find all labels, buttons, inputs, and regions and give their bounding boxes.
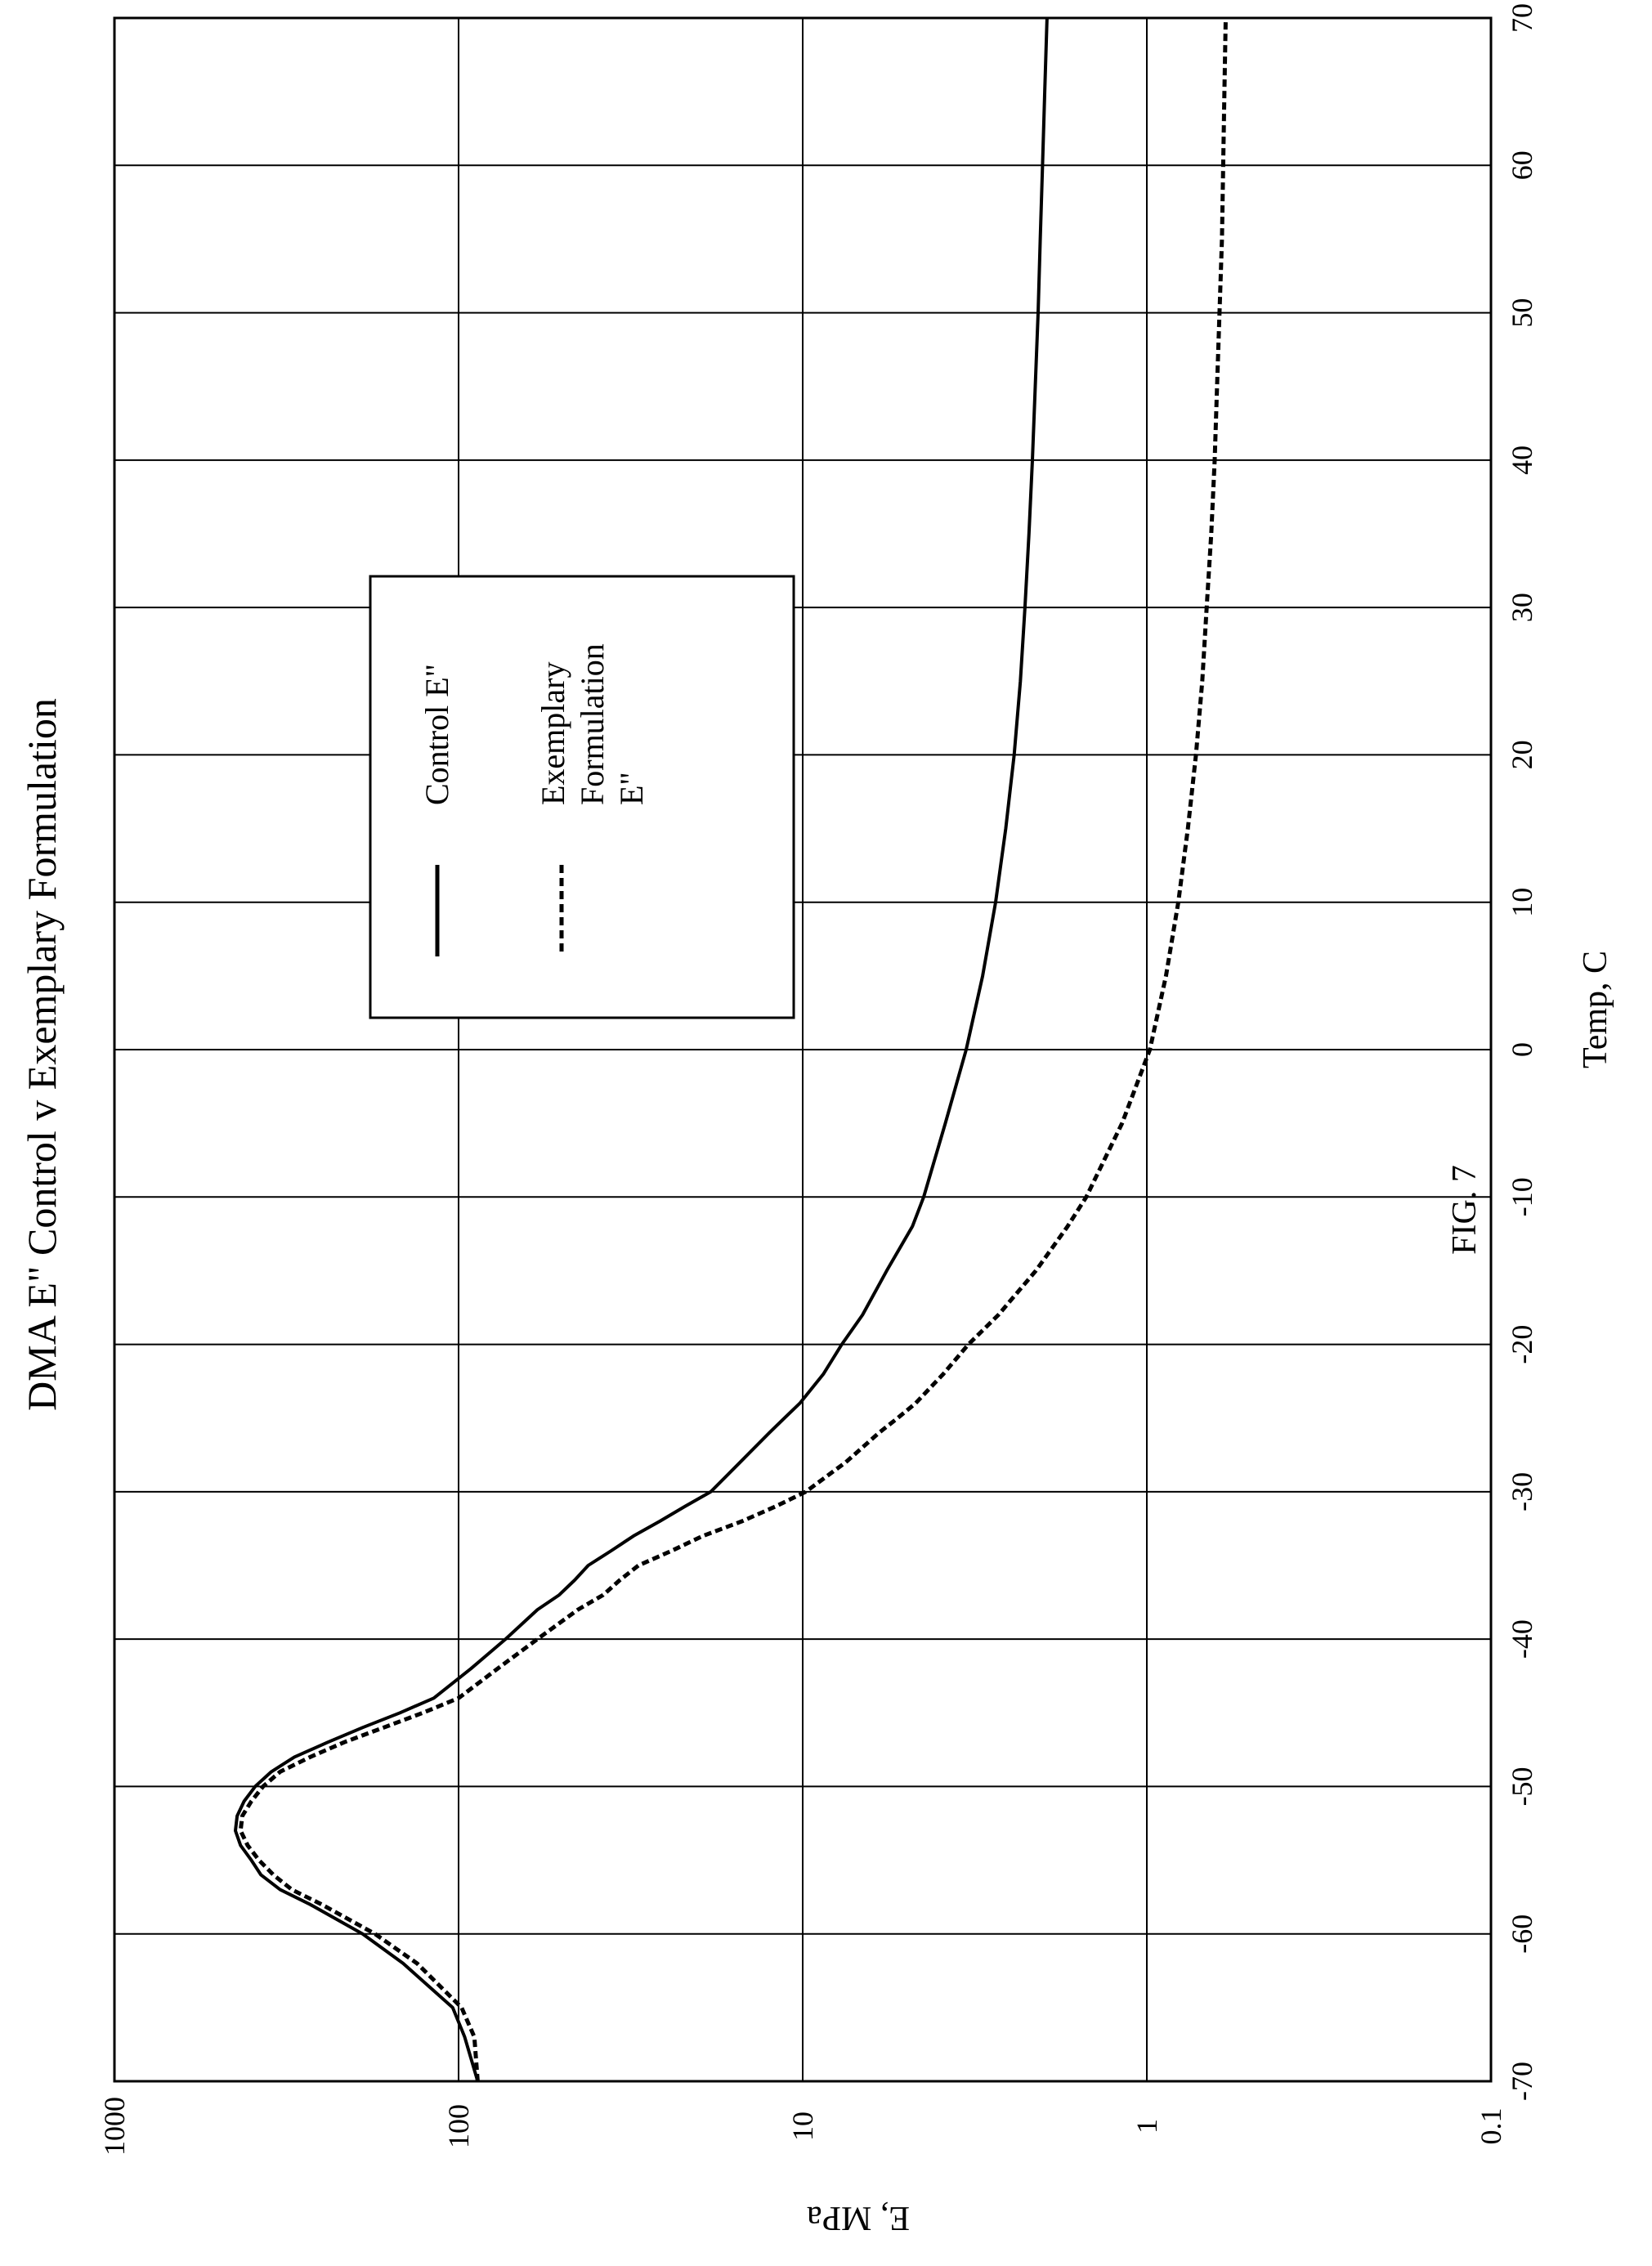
x-tick-label: -70 (1506, 2062, 1538, 2101)
x-tick-label: 30 (1506, 593, 1538, 622)
x-tick-label: -20 (1506, 1325, 1538, 1364)
legend-label-exemplary: Exemplary Formulation E" (535, 635, 650, 805)
figure-label: FIG. 7 (1446, 1165, 1484, 1255)
x-tick-label: -60 (1506, 1914, 1538, 1954)
x-tick-label: 70 (1506, 3, 1538, 33)
tick-labels: -70 -60 -50 -40 -30 -20 -10 0 10 20 30 40 50 60 70 0.1 1… (98, 3, 1538, 2156)
y-tick-label: 0.1 (1475, 2108, 1507, 2145)
x-tick-label: -10 (1506, 1177, 1538, 1216)
x-tick-label: -40 (1506, 1619, 1538, 1659)
x-tick-label: 20 (1506, 740, 1538, 769)
y-tick-label: 1000 (98, 2097, 131, 2156)
x-tick-label: 10 (1506, 888, 1538, 917)
y-tick-label: 1 (1130, 2119, 1163, 2134)
x-tick-label: 50 (1506, 298, 1538, 328)
series-layer (234, 17, 1228, 2082)
series-line-exemplary (238, 17, 1228, 2082)
grid-lines (114, 17, 1492, 2082)
x-tick-label: -50 (1506, 1767, 1538, 1806)
legend-box (369, 575, 795, 1019)
x-tick-label: 60 (1506, 150, 1538, 180)
y-tick-label: 10 (786, 2112, 819, 2141)
x-tick-label: 40 (1506, 446, 1538, 475)
chart-title: DMA E" Control v Exemplary Formulation (19, 698, 65, 1411)
x-tick-label: -30 (1506, 1472, 1538, 1511)
y-tick-label: 100 (442, 2104, 475, 2148)
legend-label-control: Control E" (419, 664, 455, 805)
x-tick-label: 0 (1506, 1042, 1538, 1057)
x-axis-label: Temp, C (1577, 951, 1614, 1068)
series-line-control (234, 17, 1049, 2082)
plot-frame (113, 16, 1493, 2083)
y-axis-label: E, MPa (807, 2199, 910, 2237)
legend: Control E" Exemplary Formulation E" (369, 575, 795, 1019)
